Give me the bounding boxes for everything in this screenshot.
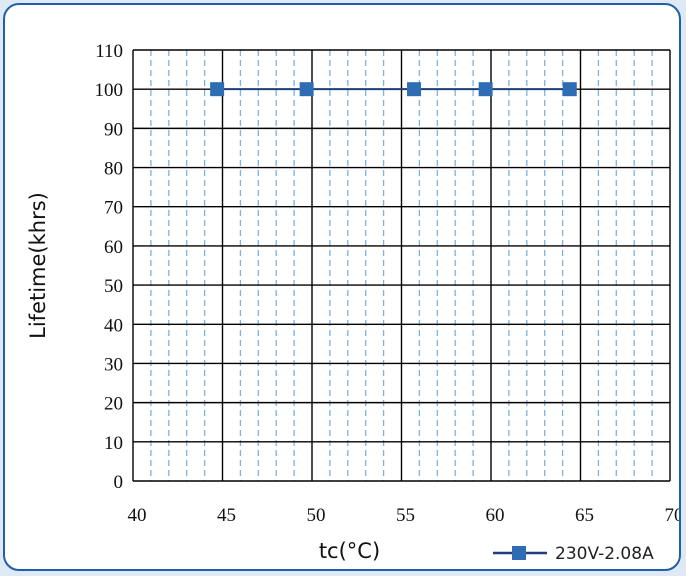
series-points: [210, 82, 577, 97]
y-tick-label: 50: [104, 276, 123, 297]
y-tick-label: 20: [104, 394, 123, 415]
y-tick-label: 10: [104, 433, 123, 454]
chart-frame: 0 10 20 30 40 50 60 70 80 90 100 110 40 45 50 55 60 65 70…: [3, 3, 681, 571]
y-tick-label: 60: [104, 237, 123, 258]
x-tick-label: 50: [307, 505, 326, 526]
minor-grid: [150, 50, 653, 481]
y-tick-label: 80: [104, 159, 123, 180]
legend: 230V-2.08A: [493, 544, 654, 564]
y-axis-label: Lifetime(khrs): [26, 192, 50, 339]
x-tick-labels: 40 45 50 55 60 65 70: [128, 505, 682, 526]
x-tick-label: 60: [486, 505, 505, 526]
x-tick-label: 40: [128, 505, 147, 526]
y-tick-label: 100: [95, 80, 124, 101]
data-point: [210, 82, 225, 97]
y-tick-label: 0: [114, 472, 124, 493]
lifetime-chart: 0 10 20 30 40 50 60 70 80 90 100 110 40 45 50 55 60 65 70…: [26, 41, 682, 564]
x-axis-label: tc(°C): [319, 539, 380, 563]
data-point: [478, 82, 493, 97]
data-point: [562, 82, 577, 97]
y-tick-label: 30: [104, 354, 123, 375]
x-tick-label: 45: [217, 505, 236, 526]
x-tick-label: 65: [575, 505, 594, 526]
y-tick-labels: 0 10 20 30 40 50 60 70 80 90 100 110: [95, 41, 124, 493]
y-tick-label: 110: [95, 41, 123, 62]
legend-marker: [512, 546, 526, 560]
legend-label: 230V-2.08A: [555, 544, 654, 564]
y-tick-label: 40: [104, 315, 123, 336]
y-tick-label: 90: [104, 119, 123, 140]
major-grid: [132, 49, 671, 482]
data-point: [407, 82, 422, 97]
y-tick-label: 70: [104, 198, 123, 219]
data-point: [299, 82, 314, 97]
x-tick-label: 55: [396, 505, 415, 526]
x-tick-label: 70: [665, 505, 682, 526]
